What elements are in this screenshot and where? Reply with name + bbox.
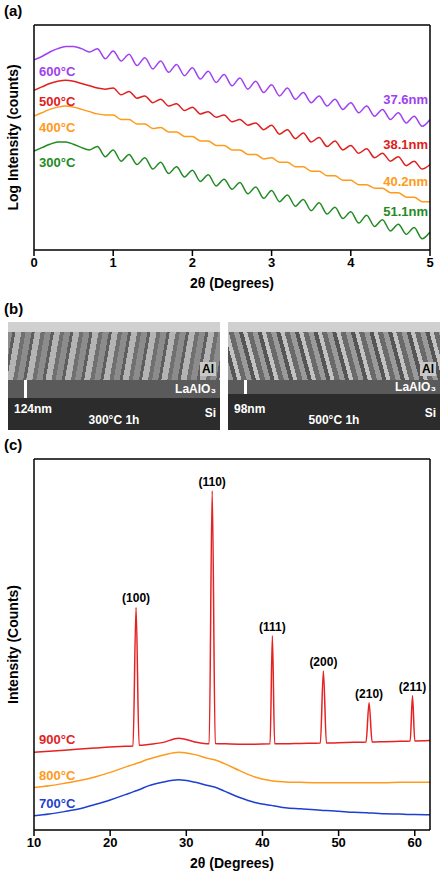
html-text:(c): (c) bbox=[4, 436, 23, 453]
svg-text:4: 4 bbox=[347, 255, 355, 270]
svg-text:500°C: 500°C bbox=[39, 94, 76, 109]
svg-text:40: 40 bbox=[255, 835, 269, 850]
svg-text:700°C: 700°C bbox=[39, 796, 76, 811]
html-text:Si: Si bbox=[204, 406, 216, 420]
html-text:Si: Si bbox=[424, 406, 436, 420]
svg-text:2θ (Degrees): 2θ (Degrees) bbox=[190, 275, 274, 291]
svg-text:2θ (Degrees): 2θ (Degrees) bbox=[190, 855, 274, 871]
html-text:(b): (b) bbox=[4, 300, 24, 317]
html-text:500°C 1h: 500°C 1h bbox=[308, 413, 360, 427]
svg-text:(110): (110) bbox=[199, 475, 226, 489]
svg-text:50: 50 bbox=[331, 835, 345, 850]
svg-text:20: 20 bbox=[103, 835, 117, 850]
svg-text:(200): (200) bbox=[309, 655, 337, 669]
html-text:(a): (a) bbox=[4, 2, 23, 19]
html-text:300°C 1h: 300°C 1h bbox=[88, 413, 140, 427]
html-text:LaAlO₃: LaAlO₃ bbox=[395, 380, 436, 394]
svg-text:600°C: 600°C bbox=[39, 64, 76, 79]
svg-text:1: 1 bbox=[110, 255, 117, 270]
svg-text:(100): (100) bbox=[122, 591, 150, 605]
svg-text:10: 10 bbox=[27, 835, 41, 850]
svg-text:400°C: 400°C bbox=[39, 120, 76, 135]
html-text:124nm: 124nm bbox=[14, 402, 52, 416]
svg-text:5: 5 bbox=[426, 255, 433, 270]
svg-text:37.6nm: 37.6nm bbox=[383, 92, 428, 107]
html-text:98nm: 98nm bbox=[234, 402, 266, 416]
svg-text:38.1nm: 38.1nm bbox=[383, 137, 428, 152]
html-text:Al: Al bbox=[422, 362, 434, 376]
svg-text:900°C: 900°C bbox=[39, 732, 76, 747]
svg-text:60: 60 bbox=[408, 835, 422, 850]
svg-text:30: 30 bbox=[179, 835, 193, 850]
svg-text:Log Intensity (counts): Log Intensity (counts) bbox=[5, 64, 21, 210]
svg-text:800°C: 800°C bbox=[39, 768, 76, 783]
svg-text:51.1nm: 51.1nm bbox=[383, 204, 428, 219]
svg-text:40.2nm: 40.2nm bbox=[383, 174, 428, 189]
svg-text:0: 0 bbox=[30, 255, 37, 270]
svg-text:300°C: 300°C bbox=[39, 155, 76, 170]
html-text:LaAlO₃: LaAlO₃ bbox=[175, 382, 216, 396]
html-text:Al: Al bbox=[202, 362, 214, 376]
svg-text:2: 2 bbox=[189, 255, 196, 270]
svg-text:Intensity (Counts): Intensity (Counts) bbox=[5, 585, 21, 704]
svg-text:(111): (111) bbox=[259, 620, 286, 634]
svg-text:(210): (210) bbox=[355, 687, 383, 701]
svg-text:(211): (211) bbox=[399, 680, 426, 694]
svg-text:3: 3 bbox=[268, 255, 275, 270]
